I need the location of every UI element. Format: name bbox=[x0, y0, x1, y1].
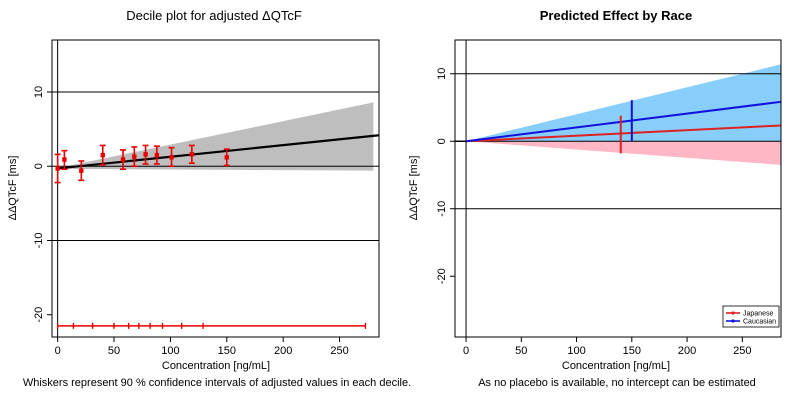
left-y-tick-label: 10 bbox=[33, 86, 45, 98]
right-x-tick-label: 150 bbox=[623, 345, 641, 357]
left-plot-frame bbox=[51, 39, 380, 338]
legend-label-japanese: Japanese bbox=[743, 311, 773, 318]
left-regression-line bbox=[57, 134, 380, 170]
left-x-ticks: 0 50 100 150 200 250 bbox=[55, 337, 349, 357]
left-point bbox=[79, 168, 84, 173]
left-title: Decile plot for adjusted ΔQTcF bbox=[126, 8, 302, 23]
left-point bbox=[154, 152, 160, 158]
right-x-tick-label: 250 bbox=[733, 345, 751, 357]
right-x-tick-label: 200 bbox=[678, 345, 696, 357]
left-points bbox=[54, 144, 230, 184]
right-legend: Japanese Caucasian bbox=[722, 305, 780, 328]
right-series-lines bbox=[465, 100, 782, 143]
left-point bbox=[100, 152, 105, 158]
legend-point-japanese bbox=[731, 311, 735, 315]
left-point bbox=[143, 152, 148, 157]
chart-right: Predicted Effect by Race 0 50 100 150 200 250… bbox=[408, 8, 782, 389]
right-note: As no placebo is available, no intercept… bbox=[478, 377, 756, 389]
left-y-ticks: -20 -10 0 10 bbox=[33, 86, 52, 323]
left-y-tick-label: -20 bbox=[33, 307, 45, 323]
right-y-tick-label: 10 bbox=[436, 68, 448, 80]
left-x-tick-label: 250 bbox=[330, 345, 348, 357]
right-y-tick-label: -20 bbox=[436, 268, 448, 284]
right-series-markers bbox=[619, 100, 633, 154]
left-y-label: ΔΔQTcF [ms] bbox=[7, 156, 19, 221]
legend-point-caucasian bbox=[731, 319, 735, 323]
left-point bbox=[55, 166, 60, 171]
left-x-label: Concentration [ng/mL] bbox=[162, 360, 270, 372]
right-y-tick-label: 0 bbox=[436, 138, 448, 144]
right-x-ticks: 0 50 100 150 200 250 bbox=[463, 337, 752, 357]
right-x-tick-label: 100 bbox=[567, 345, 585, 357]
right-line-caucasian bbox=[465, 100, 782, 143]
right-x-tick-label: 0 bbox=[463, 345, 469, 357]
right-y-label: ΔΔQTcF [ms] bbox=[408, 156, 420, 221]
right-x-label: Concentration [ng/mL] bbox=[562, 360, 670, 372]
right-ci-bands bbox=[455, 64, 781, 165]
right-gridlines bbox=[455, 40, 781, 337]
left-note: Whiskers represent 90 % confidence inter… bbox=[23, 377, 411, 389]
left-regression-segment bbox=[57, 134, 380, 170]
left-gridlines bbox=[52, 40, 379, 337]
left-ci-band bbox=[57, 102, 374, 171]
left-point bbox=[132, 154, 137, 159]
left-point bbox=[224, 155, 229, 160]
left-y-tick-label: -10 bbox=[33, 233, 45, 249]
left-y-tick-label: 0 bbox=[33, 163, 45, 169]
left-x-tick-label: 150 bbox=[218, 345, 236, 357]
left-point bbox=[120, 157, 126, 162]
left-x-tick-label: 200 bbox=[274, 345, 292, 357]
left-x-tick-label: 100 bbox=[161, 345, 179, 357]
left-point bbox=[189, 152, 195, 157]
left-x-tick-label: 0 bbox=[55, 345, 61, 357]
right-title: Predicted Effect by Race bbox=[540, 8, 692, 23]
chart-left: Decile plot for adjusted ΔQTcF 0 50 100 150… bbox=[7, 8, 411, 389]
right-line-japanese bbox=[466, 124, 782, 143]
left-point bbox=[62, 157, 67, 162]
right-plot-frame bbox=[454, 39, 782, 338]
left-point bbox=[169, 155, 174, 160]
legend-label-caucasian: Caucasian bbox=[743, 319, 776, 326]
left-decile-bounds bbox=[56, 322, 367, 329]
left-ci-band-area bbox=[57, 102, 374, 171]
left-x-tick-label: 50 bbox=[108, 345, 120, 357]
right-x-tick-label: 50 bbox=[515, 345, 527, 357]
right-y-ticks: -20 -10 0 10 bbox=[436, 68, 455, 284]
right-y-tick-label: -10 bbox=[436, 201, 448, 217]
right-band-caucasian bbox=[455, 64, 781, 142]
